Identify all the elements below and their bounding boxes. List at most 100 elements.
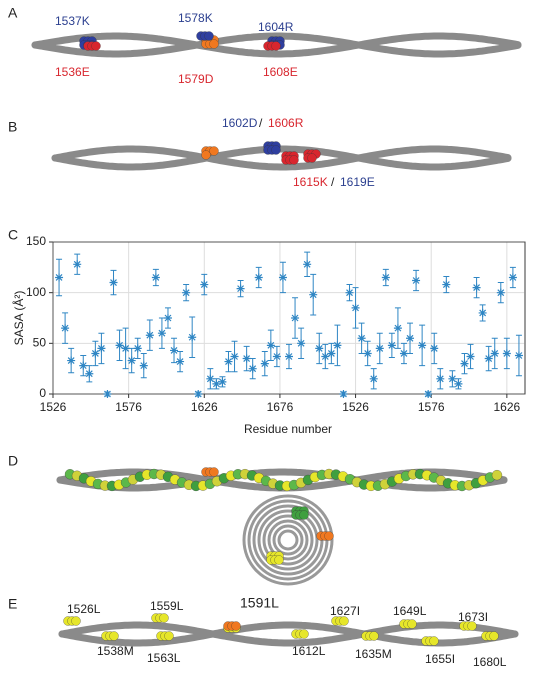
y-tick-label: 100 xyxy=(26,285,46,299)
residue-label: 1559L xyxy=(150,599,184,613)
data-point xyxy=(188,333,197,342)
x-tick-label: 1576 xyxy=(115,400,142,414)
atom xyxy=(201,150,211,160)
data-point xyxy=(254,273,263,282)
end-view-ring xyxy=(242,494,334,586)
data-point xyxy=(418,341,427,350)
separator: / xyxy=(259,116,263,130)
data-point xyxy=(163,314,172,322)
residue-label: 1619E xyxy=(340,175,375,189)
separator: / xyxy=(331,175,335,189)
data-point xyxy=(151,273,160,282)
data-point xyxy=(218,377,227,386)
data-point xyxy=(381,273,390,282)
atom xyxy=(164,631,174,641)
data-point xyxy=(303,260,312,269)
atom xyxy=(299,510,309,520)
data-point xyxy=(55,273,64,282)
data-point xyxy=(170,346,179,355)
end-view-ring xyxy=(262,514,314,566)
data-point xyxy=(357,334,366,343)
data-point xyxy=(424,390,433,398)
atom xyxy=(271,41,281,51)
data-point xyxy=(91,349,100,358)
atom xyxy=(324,531,334,541)
helix-strand xyxy=(58,621,519,647)
end-view-ring xyxy=(247,499,329,581)
data-point xyxy=(327,349,336,358)
data-point xyxy=(369,374,378,383)
data-point xyxy=(321,352,330,361)
x-tick-label: 1576 xyxy=(418,400,445,414)
data-point xyxy=(85,369,94,378)
data-point xyxy=(61,324,70,333)
data-point xyxy=(472,283,481,292)
x-tick-label: 1526 xyxy=(40,400,67,414)
atom xyxy=(204,31,214,41)
atom xyxy=(339,616,349,626)
data-point xyxy=(260,359,269,368)
data-point xyxy=(121,344,130,353)
panel-label: A xyxy=(8,5,18,21)
y-axis-label: SASA (Å²) xyxy=(11,291,26,346)
data-point xyxy=(514,351,523,360)
y-tick-label: 0 xyxy=(39,386,46,400)
helix-strand xyxy=(58,621,519,647)
data-point xyxy=(242,354,251,363)
atom xyxy=(289,155,299,165)
plot-border xyxy=(52,241,526,395)
data-point xyxy=(375,344,384,353)
data-point xyxy=(248,364,257,373)
data-point xyxy=(297,339,306,348)
end-view-ring xyxy=(277,529,299,551)
data-point xyxy=(145,331,154,340)
data-point xyxy=(315,344,324,353)
panel-label: D xyxy=(8,453,18,469)
helix-strand xyxy=(31,32,522,58)
atom xyxy=(491,469,503,481)
atom xyxy=(71,616,81,626)
data-point xyxy=(133,344,142,353)
data-point xyxy=(139,361,148,370)
atom xyxy=(91,41,101,51)
residue-label: 1538M xyxy=(97,644,134,658)
end-view-ring xyxy=(272,524,304,556)
data-point xyxy=(285,352,293,361)
atom xyxy=(209,146,219,156)
residue-label: 1526L xyxy=(67,602,101,616)
data-point xyxy=(272,352,281,361)
panel-label: E xyxy=(8,596,17,612)
data-point xyxy=(291,314,300,322)
atom xyxy=(209,39,219,49)
data-point xyxy=(309,290,318,299)
data-point xyxy=(176,357,185,366)
data-point xyxy=(67,356,76,365)
atom xyxy=(299,629,309,639)
data-point xyxy=(127,356,136,365)
data-point xyxy=(278,273,287,282)
data-point xyxy=(502,349,511,358)
data-point xyxy=(351,303,360,312)
residue-label: 1578K xyxy=(178,11,213,25)
residue-label: 1635M xyxy=(355,647,392,661)
atom xyxy=(307,153,317,163)
residue-label: 1608E xyxy=(263,65,298,79)
atom xyxy=(274,555,284,565)
atom xyxy=(407,619,417,629)
data-point xyxy=(490,349,499,358)
data-point xyxy=(339,390,348,398)
panel-label: B xyxy=(8,119,17,135)
data-point xyxy=(115,341,124,350)
data-point xyxy=(200,280,209,289)
residue-label: 1537K xyxy=(55,14,90,28)
data-point xyxy=(484,354,493,363)
x-tick-label: 1626 xyxy=(191,400,218,414)
data-point xyxy=(73,260,82,269)
data-point xyxy=(212,379,221,388)
residue-label: 1563L xyxy=(147,651,181,665)
residue-label: 1606R xyxy=(268,116,304,130)
data-point xyxy=(436,374,445,383)
y-tick-label: 150 xyxy=(26,234,46,248)
data-point xyxy=(266,341,275,350)
atom xyxy=(271,145,281,155)
